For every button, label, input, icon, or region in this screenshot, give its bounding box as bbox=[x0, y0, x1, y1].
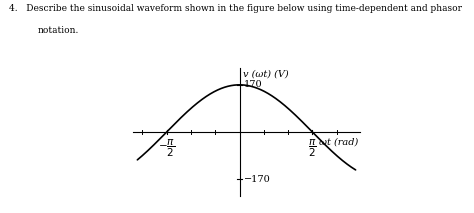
Text: notation.: notation. bbox=[38, 26, 79, 35]
Text: $-\dfrac{\pi}{2}$: $-\dfrac{\pi}{2}$ bbox=[158, 138, 175, 159]
Text: −170: −170 bbox=[244, 175, 271, 184]
Text: v (ωt) (V): v (ωt) (V) bbox=[243, 70, 289, 79]
Text: $\dfrac{\pi}{2}$: $\dfrac{\pi}{2}$ bbox=[308, 138, 317, 159]
Text: ωt (rad): ωt (rad) bbox=[319, 137, 358, 146]
Text: 170: 170 bbox=[244, 80, 263, 89]
Text: 4.   Describe the sinusoidal waveform shown in the figure below using time-depen: 4. Describe the sinusoidal waveform show… bbox=[9, 4, 463, 13]
